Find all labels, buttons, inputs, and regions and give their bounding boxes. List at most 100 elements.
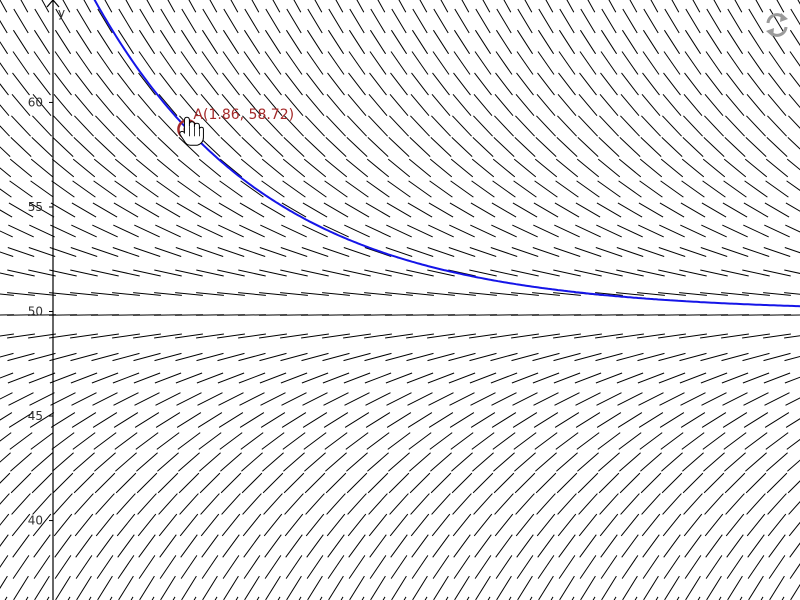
slope-segment	[706, 575, 722, 600]
slope-segment	[474, 51, 492, 75]
slope-segment	[158, 115, 178, 137]
slope-segment	[473, 93, 493, 117]
slope-segment	[786, 180, 800, 192]
y-axis-arrow-icon	[46, 0, 60, 8]
slope-segment	[181, 575, 197, 600]
slope-segment	[763, 292, 791, 296]
slope-segment	[619, 472, 641, 494]
slope-segment	[217, 333, 245, 339]
slope-segment	[241, 472, 263, 494]
slope-segment	[599, 493, 619, 515]
slope-segment	[574, 247, 602, 257]
slope-segment	[344, 392, 370, 406]
slope-segment	[369, 29, 387, 55]
slope-segment	[175, 372, 203, 384]
reset-button[interactable]	[762, 10, 792, 40]
slope-segment	[0, 372, 14, 379]
slope-segment	[620, 93, 640, 117]
slope-segment	[575, 224, 601, 238]
slope-segment	[430, 137, 452, 157]
slope-segment	[742, 333, 770, 339]
slope-segment	[91, 372, 119, 384]
slope-segment	[514, 452, 536, 472]
slope-segment	[789, 563, 800, 579]
slope-segment	[514, 137, 536, 157]
slope-segment	[662, 513, 682, 537]
slope-segment	[221, 513, 241, 537]
slope-segment	[8, 224, 34, 238]
slope-segment	[684, 29, 702, 55]
slope-segment	[138, 29, 156, 55]
slope-segment	[619, 137, 641, 157]
slope-segment	[513, 158, 537, 178]
slope-segment	[306, 51, 324, 75]
slope-segment	[703, 452, 725, 472]
slope-segment	[323, 392, 349, 406]
slope-segment	[222, 72, 240, 96]
slope-segment	[369, 51, 387, 75]
slope-segment	[745, 472, 767, 494]
slope-segment	[494, 513, 514, 537]
slope-segment	[71, 412, 97, 428]
slope-segment	[221, 493, 241, 515]
slope-segment	[701, 202, 727, 218]
slope-segment	[134, 392, 160, 406]
slope-segment	[535, 472, 557, 494]
solution-curve[interactable]	[0, 0, 800, 308]
slope-segment	[664, 8, 680, 34]
slope-segment	[238, 333, 266, 339]
slope-segment	[704, 93, 724, 117]
slope-segment	[641, 93, 661, 117]
slope-segment	[491, 392, 517, 406]
slope-segment	[469, 352, 497, 362]
slope-segment	[663, 534, 681, 558]
slope-segment	[391, 8, 407, 34]
slope-segment	[734, 0, 743, 13]
slope-segment	[618, 180, 642, 198]
slope-segment	[115, 452, 137, 472]
slope-segment	[621, 72, 639, 96]
slope-segment	[406, 352, 434, 362]
slope-segment	[264, 29, 282, 55]
slope-segment	[113, 224, 139, 238]
slope-segment	[516, 51, 534, 75]
slope-segment	[389, 93, 409, 117]
slope-segment	[661, 472, 683, 494]
slope-segment	[722, 392, 748, 406]
slope-segment	[679, 333, 707, 339]
slope-segment	[663, 555, 681, 579]
slope-segment	[638, 224, 664, 238]
slope-segment	[617, 392, 643, 406]
slope-segment	[154, 352, 182, 362]
slope-segment	[671, 0, 680, 13]
slope-segment	[722, 224, 748, 238]
slope-segment	[12, 534, 30, 558]
slope-segment	[766, 452, 788, 472]
slope-segment	[159, 555, 177, 579]
slope-segment	[388, 472, 410, 494]
slope-segment	[155, 412, 181, 428]
slope-segment	[222, 51, 240, 75]
slope-segment	[721, 269, 749, 277]
slope-segment	[617, 202, 643, 218]
slope-segment	[8, 202, 34, 218]
slope-segment	[0, 293, 14, 296]
slope-segment	[178, 472, 200, 494]
slope-segment	[239, 412, 265, 428]
slope-segment	[96, 555, 114, 579]
slope-segment	[49, 372, 77, 384]
slope-segment	[324, 432, 348, 450]
slope-segment	[179, 513, 199, 537]
slope-segment	[343, 247, 371, 257]
slope-segment	[281, 392, 307, 406]
slope-segment	[533, 224, 559, 238]
slope-segment	[495, 51, 513, 75]
slope-segment	[727, 8, 743, 34]
slope-segment	[386, 202, 412, 218]
slope-segment	[389, 493, 409, 515]
slope-segment	[685, 575, 701, 600]
slope-segment	[283, 452, 305, 472]
slope-segment	[12, 51, 30, 75]
slope-segment	[156, 180, 180, 198]
